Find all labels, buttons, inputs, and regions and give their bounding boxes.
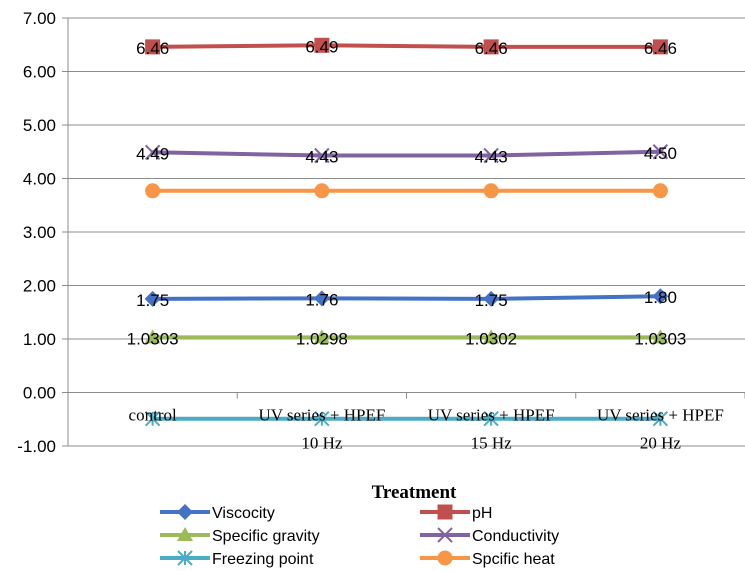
category-label: 20 Hz: [640, 434, 682, 453]
data-label: 1.80: [644, 288, 677, 307]
data-point: [144, 290, 161, 307]
y-tick-label: 5.00: [23, 116, 56, 135]
y-tick-label: 6.00: [23, 63, 56, 82]
data-label: 6.46: [136, 39, 169, 58]
data-label: 4.50: [644, 144, 677, 163]
legend-label: pH: [472, 505, 492, 522]
data-point: [652, 288, 669, 305]
legend-item: Viscocity: [160, 504, 275, 522]
legend-label: Specific gravity: [212, 528, 320, 545]
legend-label: Spcific heat: [472, 551, 555, 568]
data-point: [177, 504, 193, 520]
category-label: control: [129, 406, 177, 425]
legend: Viscocity pH Specific gravity Conductivity F…: [160, 504, 559, 568]
category-label: UV series + HPEF: [258, 406, 385, 425]
data-point: [483, 329, 500, 344]
data-point: [483, 411, 499, 427]
data-label: 4.49: [136, 144, 169, 163]
data-label: 6.49: [305, 37, 338, 56]
series-markers: [144, 37, 669, 427]
data-point: [314, 147, 330, 164]
data-label: 1.0303: [634, 329, 686, 348]
data-point: [314, 183, 330, 199]
data-point: [144, 144, 161, 160]
y-tick-label: 2.00: [23, 277, 56, 296]
legend-label: Freezing point: [212, 551, 314, 568]
data-point: [652, 39, 668, 55]
data-point: [314, 37, 330, 53]
legend-item: pH: [420, 504, 492, 522]
data-point: [177, 550, 193, 566]
series-line: [150, 294, 663, 301]
axes: -1.00 0.00 1.00 2.00 3.00 4.00 5.00 6.00 7.00: [17, 9, 745, 456]
category-label: UV series + HPEF: [597, 406, 724, 425]
data-labels: 1.75 1.76 1.75 1.80 6.46 6.49 6.46 6.46 1.0303 1.…: [127, 37, 724, 452]
legend-item: Freezing point: [160, 550, 314, 568]
legend-label: Viscocity: [212, 505, 275, 522]
y-tick-label: 7.00: [23, 9, 56, 28]
data-label: 1.0298: [296, 329, 348, 348]
y-tick-label: 3.00: [23, 223, 56, 242]
data-point: [652, 144, 669, 160]
series-line: [150, 149, 663, 158]
data-point: [483, 39, 499, 55]
data-point: [313, 290, 330, 307]
y-tick-label: 4.00: [23, 170, 56, 189]
data-point: [483, 183, 499, 199]
series-line: [150, 43, 663, 49]
data-point: [652, 411, 669, 427]
data-point: [483, 147, 499, 164]
y-tick-label: -1.00: [17, 437, 56, 456]
data-label: 1.0302: [465, 329, 517, 348]
data-label: 4.43: [305, 147, 338, 166]
legend-item: Spcific heat: [420, 550, 555, 568]
data-label: 1.0303: [127, 329, 179, 348]
data-point: [652, 183, 668, 199]
data-point: [145, 39, 161, 55]
data-point: [145, 183, 161, 199]
data-label: 4.43: [475, 147, 508, 166]
data-label: 1.75: [136, 291, 169, 310]
data-point: [483, 290, 500, 307]
category-label: 15 Hz: [471, 434, 513, 453]
data-point: [144, 411, 161, 427]
category-label: UV series + HPEF: [428, 406, 555, 425]
category-label: 10 Hz: [301, 434, 343, 453]
data-point: [437, 550, 453, 566]
data-label: 1.75: [475, 291, 508, 310]
legend-item: Specific gravity: [160, 527, 320, 545]
data-label: 1.76: [305, 290, 338, 309]
x-axis-title: Treatment: [372, 482, 457, 503]
data-point: [437, 527, 453, 543]
y-tick-label: 1.00: [23, 330, 56, 349]
data-label: 6.46: [644, 39, 677, 58]
gridlines: [68, 17, 745, 447]
data-point: [144, 329, 161, 344]
data-label: 6.46: [475, 39, 508, 58]
legend-label: Conductivity: [472, 528, 559, 545]
data-point: [314, 411, 330, 427]
legend-item: Conductivity: [420, 527, 559, 545]
data-point: [437, 504, 453, 520]
series-lines: [150, 43, 663, 421]
data-point: [177, 527, 193, 541]
data-point: [652, 329, 669, 344]
data-point: [313, 329, 330, 344]
y-tick-label: 0.00: [23, 384, 56, 403]
